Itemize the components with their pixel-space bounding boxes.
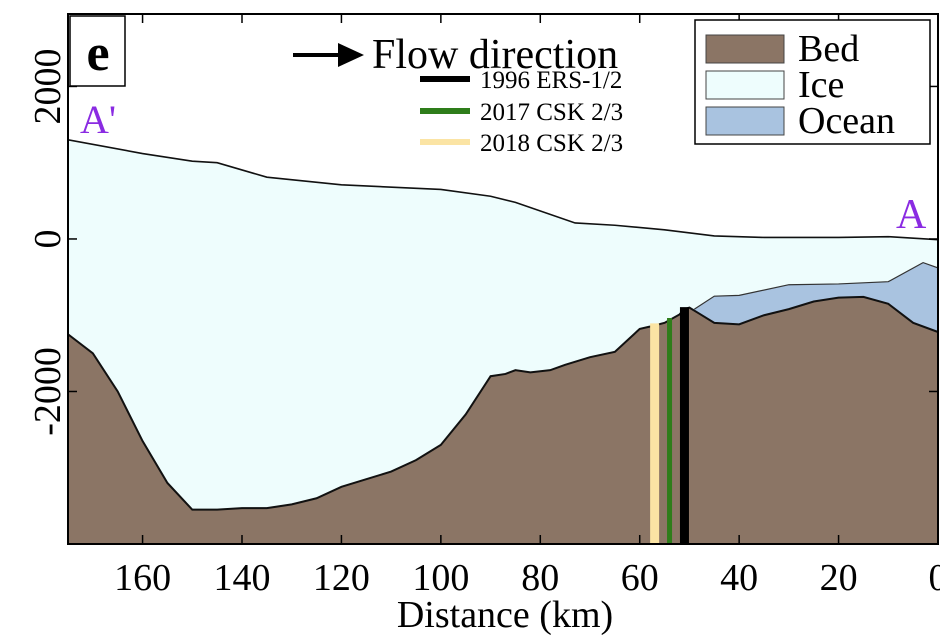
endpoint-label-left: A' bbox=[80, 97, 116, 142]
x-axis-label: Distance (km) bbox=[397, 594, 613, 635]
x-tick-label-7: 20 bbox=[820, 557, 858, 599]
legend-patch-swatch-2 bbox=[706, 71, 784, 99]
legend-patch-swatch-1 bbox=[706, 35, 784, 63]
x-tick-label-8: 0 bbox=[929, 557, 940, 599]
x-tick-label-1: 140 bbox=[214, 557, 271, 599]
y-tick-label-0: -2000 bbox=[27, 347, 69, 436]
legend-line-label-1: 1996 ERS-1/2 bbox=[480, 67, 622, 94]
x-tick-label-3: 100 bbox=[412, 557, 469, 599]
panel-label: e bbox=[86, 25, 109, 82]
x-tick-label-5: 60 bbox=[621, 557, 659, 599]
plot-clipped-group bbox=[68, 140, 938, 544]
legend-line-label-3: 2018 CSK 2/3 bbox=[480, 130, 623, 157]
legend-patch-swatch-3 bbox=[706, 107, 784, 135]
x-tick-label-2: 120 bbox=[313, 557, 370, 599]
flow-arrow-icon bbox=[338, 43, 364, 67]
legend-line-label-2: 2017 CSK 2/3 bbox=[480, 99, 623, 126]
y-tick-label-2: 2000 bbox=[27, 48, 69, 124]
plot-layer bbox=[68, 140, 938, 544]
y-tick-label-1: 0 bbox=[27, 229, 69, 248]
legend-patch-label-3: Ocean bbox=[798, 100, 895, 142]
x-tick-label-6: 40 bbox=[720, 557, 758, 599]
x-tick-label-4: 80 bbox=[521, 557, 559, 599]
endpoint-label-right: A bbox=[896, 192, 927, 238]
x-tick-label-0: 160 bbox=[114, 557, 171, 599]
